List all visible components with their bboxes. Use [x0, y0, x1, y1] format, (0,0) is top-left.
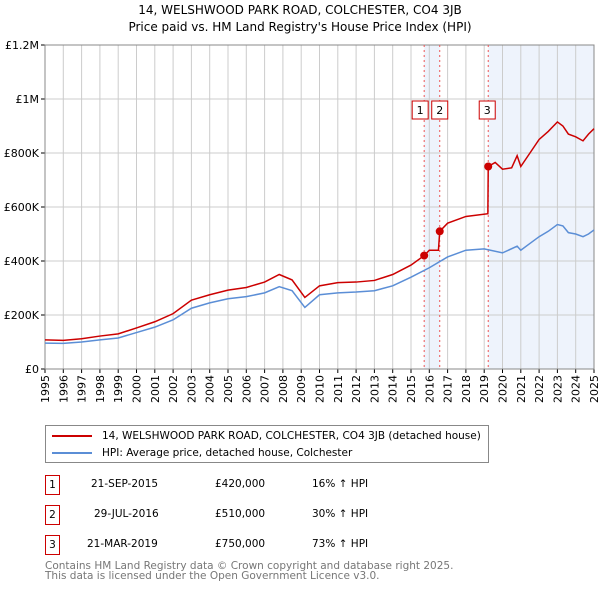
legend-label: HPI: Average price, detached house, Colc… [102, 447, 353, 459]
legend-item-hpi: HPI: Average price, detached house, Colc… [52, 445, 352, 461]
sale-label-box [431, 100, 449, 120]
x-tick-label: 2014 [387, 375, 400, 403]
x-tick-label: 2020 [497, 375, 510, 403]
x-tick-label: 2005 [222, 375, 235, 403]
x-tick-label: 2009 [295, 375, 308, 403]
sale-label: 3 [484, 104, 491, 117]
footer: Contains HM Land Registry data © Crown c… [45, 560, 454, 582]
sale-label: 2 [436, 104, 443, 117]
sale-number: 1 [45, 475, 60, 495]
sale-number: 2 [45, 505, 60, 525]
x-tick-label: 2013 [368, 375, 381, 403]
footer-line-1: Contains HM Land Registry data © Crown c… [45, 560, 454, 572]
footer-line-2: This data is licensed under the Open Gov… [45, 570, 380, 582]
legend-item-property: 14, WELSHWOOD PARK ROAD, COLCHESTER, CO4… [52, 428, 481, 444]
legend-swatch-red [52, 435, 92, 437]
sale-label-box [411, 100, 429, 120]
sale-number: 3 [45, 535, 60, 555]
sale-price: £750,000 [215, 538, 266, 550]
x-tick-label: 2017 [442, 375, 455, 403]
sale-hpi: 16% ↑ HPI [312, 478, 369, 490]
sale-price: £420,000 [215, 478, 266, 490]
chart-title: 14, WELSHWOOD PARK ROAD, COLCHESTER, CO4… [0, 2, 600, 36]
y-tick-label: £400K [4, 255, 40, 268]
sale-label: 1 [417, 104, 424, 117]
legend-label: 14, WELSHWOOD PARK ROAD, COLCHESTER, CO4… [102, 430, 481, 442]
x-tick-label: 2008 [277, 375, 290, 403]
x-tick-label: 2022 [533, 375, 546, 403]
x-tick-label: 2001 [149, 375, 162, 403]
sale-date: 29-JUL-2016 [94, 508, 159, 520]
x-tick-label: 2010 [314, 375, 327, 403]
x-tick-label: 2018 [460, 375, 473, 403]
sale-hpi: 30% ↑ HPI [312, 508, 369, 520]
x-tick-label: 2007 [259, 375, 272, 403]
y-tick-label: £600K [4, 201, 40, 214]
x-tick-label: 2023 [551, 375, 564, 403]
x-tick-label: 1995 [39, 375, 52, 403]
legend: 14, WELSHWOOD PARK ROAD, COLCHESTER, CO4… [45, 425, 489, 463]
x-tick-label: 2021 [515, 375, 528, 403]
x-tick-label: 1997 [76, 375, 89, 403]
x-tick-label: 2019 [478, 375, 491, 403]
x-tick-label: 2012 [350, 375, 363, 403]
title-line-1: 14, WELSHWOOD PARK ROAD, COLCHESTER, CO4… [138, 3, 462, 17]
title-line-2: Price paid vs. HM Land Registry's House … [128, 20, 472, 34]
x-tick-label: 2006 [240, 375, 253, 403]
y-tick-label: £800K [4, 147, 40, 160]
x-tick-label: 1996 [57, 375, 70, 403]
x-tick-label: 2002 [167, 375, 180, 403]
legend-swatch-blue [52, 452, 92, 454]
x-tick-label: 2000 [131, 375, 144, 403]
x-tick-label: 2003 [185, 375, 198, 403]
x-tick-label: 2011 [332, 375, 345, 403]
sale-date: 21-SEP-2015 [91, 478, 159, 490]
x-tick-label: 2004 [204, 375, 217, 403]
y-tick-label: £1M [16, 93, 40, 106]
sale-date: 21-MAR-2019 [87, 538, 158, 550]
series-line [44, 223, 595, 345]
sale-price: £510,000 [215, 508, 266, 520]
price-chart: 1995 1996 1997 1998 1999 2000 2001 2002 2003 2004… [4, 39, 600, 403]
x-tick-label: 1998 [94, 375, 107, 403]
x-tick-label: 2024 [570, 375, 583, 403]
y-tick-label: £0 [25, 363, 39, 376]
x-tick-label: 2025 [588, 375, 600, 403]
y-tick-label: £200K [4, 309, 40, 322]
x-tick-label: 1999 [112, 375, 125, 403]
sale-label-box [478, 100, 496, 120]
x-tick-label: 2015 [405, 375, 418, 403]
sale-point [484, 162, 493, 171]
plot-frame [44, 44, 595, 370]
y-tick-label: £1.2M [5, 39, 39, 52]
sale-hpi: 73% ↑ HPI [312, 538, 369, 550]
x-tick-label: 2016 [423, 375, 436, 403]
sale-point [420, 251, 429, 260]
sale-point [435, 227, 444, 236]
